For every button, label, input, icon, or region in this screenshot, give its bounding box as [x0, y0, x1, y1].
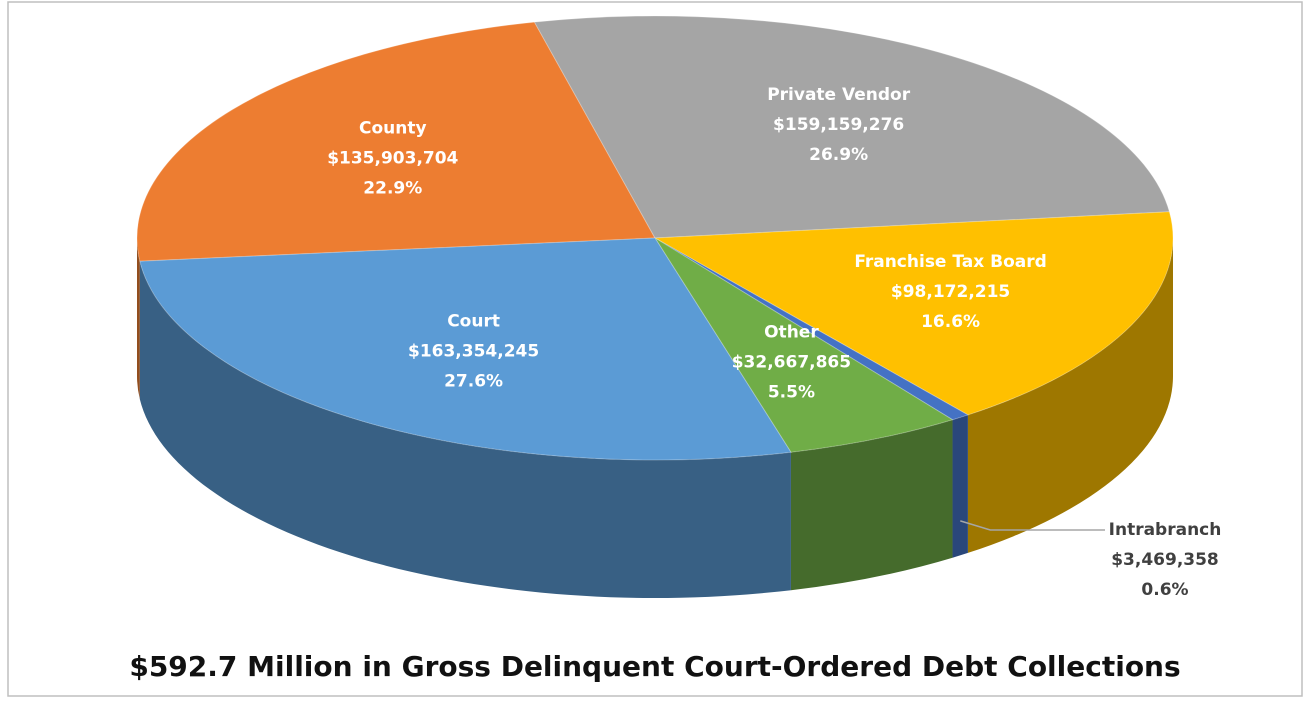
- slice-value: $135,903,704: [327, 149, 458, 169]
- slice-category: Private Vendor: [767, 85, 911, 105]
- pie-slice-side: [139, 261, 791, 598]
- slice-percent: 5.5%: [768, 383, 815, 403]
- slice-category: Intrabranch: [1109, 520, 1222, 540]
- pie-slice-side: [790, 419, 953, 591]
- pie-labels: County $135,903,704 22.9% Private Vendor $15…: [327, 85, 1221, 600]
- pie-slice-side: [137, 238, 140, 400]
- slice-category: Other: [764, 323, 819, 343]
- slice-value: $163,354,245: [408, 342, 539, 362]
- slice-value: $32,667,865: [732, 353, 851, 373]
- slice-category: Franchise Tax Board: [854, 252, 1046, 272]
- slice-value: $98,172,215: [891, 282, 1010, 302]
- slice-value: $159,159,276: [773, 115, 904, 135]
- pie-slice: [136, 21, 656, 262]
- pie-slice-side: [967, 238, 1173, 553]
- pie-slice: [533, 15, 1171, 239]
- slice-category: Court: [447, 312, 500, 332]
- slice-percent: 26.9%: [809, 145, 868, 165]
- pie-slice: [654, 237, 954, 453]
- slice-category: County: [359, 119, 427, 139]
- pie-slice: [653, 211, 1174, 416]
- slice-percent: 27.6%: [444, 372, 503, 392]
- pie-slice-side: [952, 414, 968, 558]
- chart-title: $592.7 Million in Gross Delinquent Court…: [129, 650, 1180, 683]
- leader-line: [960, 520, 1105, 531]
- slice-percent: 22.9%: [363, 179, 422, 199]
- pie-tops: [136, 15, 1174, 461]
- pie-slice: [654, 237, 970, 421]
- pie-sides: [137, 238, 1173, 598]
- slice-percent: 0.6%: [1141, 580, 1188, 600]
- slice-value: $3,469,358: [1111, 550, 1219, 570]
- pie-slice: [139, 237, 792, 461]
- slice-percent: 16.6%: [921, 312, 980, 332]
